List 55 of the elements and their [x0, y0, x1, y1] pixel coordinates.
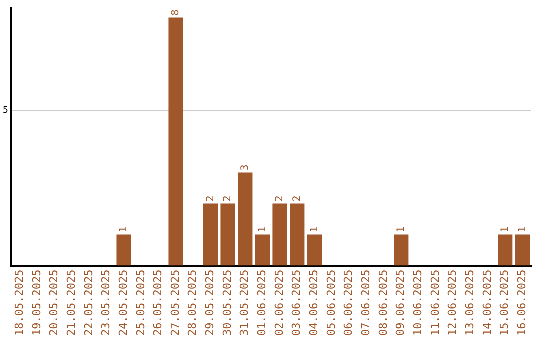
x-tick-label: 21.05.2025	[64, 270, 78, 336]
x-tick-label: 15.06.2025	[498, 270, 512, 336]
bar	[515, 234, 530, 266]
bar	[203, 204, 218, 266]
x-tick-label: 06.06.2025	[342, 270, 356, 336]
y-tick-label: 5	[2, 106, 8, 116]
x-tick-label: 29.05.2025	[204, 270, 217, 336]
data-label: 2	[292, 196, 303, 202]
x-tick-label: 20.05.2025	[48, 270, 61, 336]
data-label: 1	[500, 226, 511, 233]
x-tick-label: 18.05.2025	[12, 270, 26, 336]
data-label: 1	[517, 226, 528, 233]
x-tick-label: 19.05.2025	[30, 270, 44, 336]
data-label: 1	[309, 226, 320, 233]
x-tick-label: 24.05.2025	[116, 270, 130, 336]
x-tick-label: 04.06.2025	[308, 270, 321, 336]
x-tick-label: 22.05.2025	[82, 270, 96, 336]
data-label: 1	[257, 226, 268, 233]
data-label: 2	[274, 196, 286, 202]
x-tick-label: 01.06.2025	[256, 270, 269, 336]
data-label: 8	[170, 10, 182, 16]
bar	[498, 234, 513, 266]
bar	[290, 204, 305, 266]
x-tick-label: 30.05.2025	[220, 270, 234, 336]
bar	[272, 204, 288, 266]
x-tick-label: 28.05.2025	[186, 270, 200, 336]
x-tick-label: 31.05.2025	[238, 270, 252, 336]
bar	[238, 172, 253, 266]
x-tick-label: 10.06.2025	[412, 270, 425, 336]
x-tick-label: 14.06.2025	[480, 270, 494, 336]
x-tick-label: 26.05.2025	[152, 270, 165, 336]
bar	[307, 234, 322, 266]
bar	[168, 18, 184, 266]
x-tick-label: 08.06.2025	[376, 270, 390, 336]
data-label: 2	[205, 196, 216, 202]
x-tick-label: 13.06.2025	[464, 270, 477, 336]
data-label: 1	[396, 226, 407, 233]
x-tick-label: 03.06.2025	[290, 270, 304, 336]
data-label: 1	[118, 226, 130, 233]
data-label: 3	[240, 164, 251, 171]
x-tick-label: 11.06.2025	[428, 270, 442, 336]
bar	[220, 204, 236, 266]
x-tick-label: 07.06.2025	[360, 270, 373, 336]
x-tick-label: 12.06.2025	[446, 270, 460, 336]
x-tick-label: 27.05.2025	[168, 270, 182, 336]
bar	[255, 234, 270, 266]
x-tick-label: 23.05.2025	[100, 270, 113, 336]
x-tick-label: 02.06.2025	[272, 270, 286, 336]
bar	[394, 234, 409, 266]
x-tick-label: 16.06.2025	[516, 270, 529, 336]
data-label: 2	[222, 196, 234, 202]
x-tick-label: 25.05.2025	[134, 270, 148, 336]
x-tick-label: 09.06.2025	[394, 270, 408, 336]
bar	[116, 234, 132, 266]
x-tick-label: 05.06.2025	[324, 270, 338, 336]
